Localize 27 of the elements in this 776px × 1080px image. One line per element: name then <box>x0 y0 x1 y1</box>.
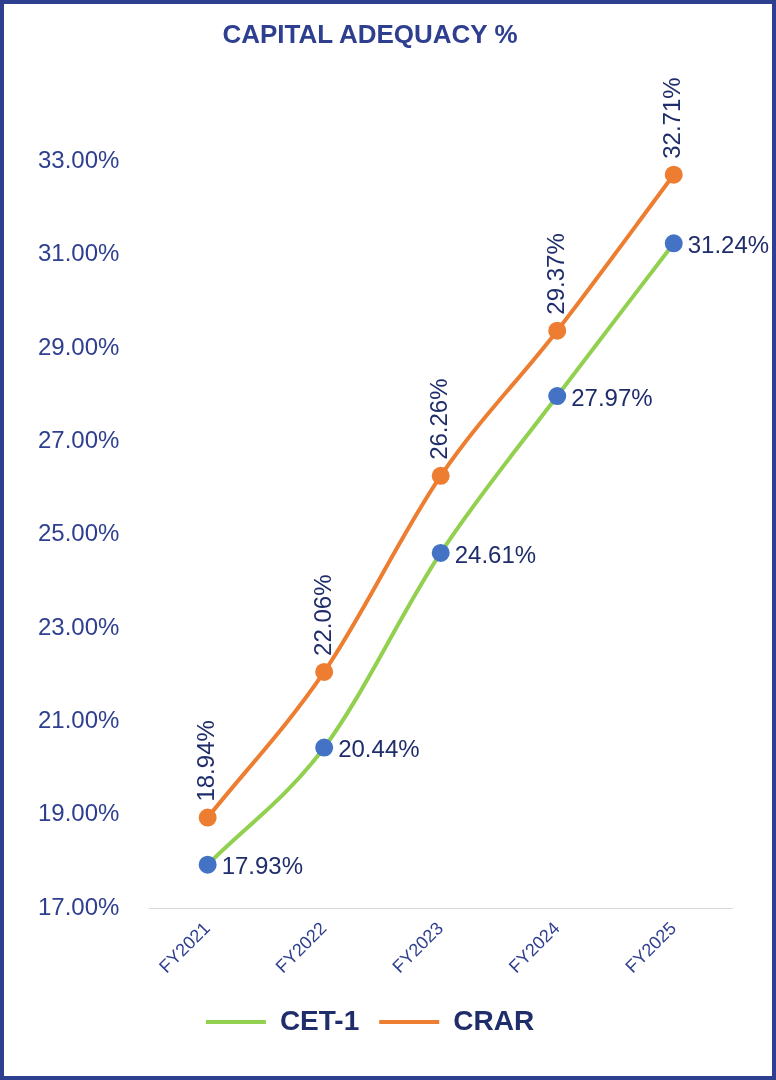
y-tick-label: 17.00% <box>37 892 120 920</box>
data-label: 22.06% <box>308 574 336 656</box>
y-tick-label: 25.00% <box>37 519 120 547</box>
data-label: 32.71% <box>658 77 686 159</box>
data-label: 18.94% <box>192 720 220 802</box>
legend-label: CRAR <box>453 1004 535 1036</box>
data-label: 31.24% <box>687 230 770 258</box>
chart-title: CAPITAL ADEQUACY % <box>222 18 518 49</box>
data-label: 27.97% <box>571 383 653 411</box>
point <box>664 165 683 184</box>
data-label: 29.37% <box>541 233 569 315</box>
point <box>431 466 450 485</box>
data-label: 24.61% <box>454 540 537 568</box>
y-tick-label: 33.00% <box>37 145 120 173</box>
point <box>198 808 217 827</box>
y-tick-label: 21.00% <box>37 706 120 734</box>
y-tick-label: 31.00% <box>37 239 120 267</box>
legend-label: CET-1 <box>279 1004 360 1036</box>
y-tick-label: 19.00% <box>37 799 120 827</box>
point <box>315 662 334 681</box>
point <box>548 321 567 340</box>
data-label: 20.44% <box>338 735 420 763</box>
data-label: 26.26% <box>425 378 453 460</box>
y-tick-label: 27.00% <box>37 425 120 453</box>
y-tick-label: 29.00% <box>37 332 120 360</box>
y-tick-label: 23.00% <box>37 612 120 640</box>
data-label: 17.93% <box>221 852 304 880</box>
